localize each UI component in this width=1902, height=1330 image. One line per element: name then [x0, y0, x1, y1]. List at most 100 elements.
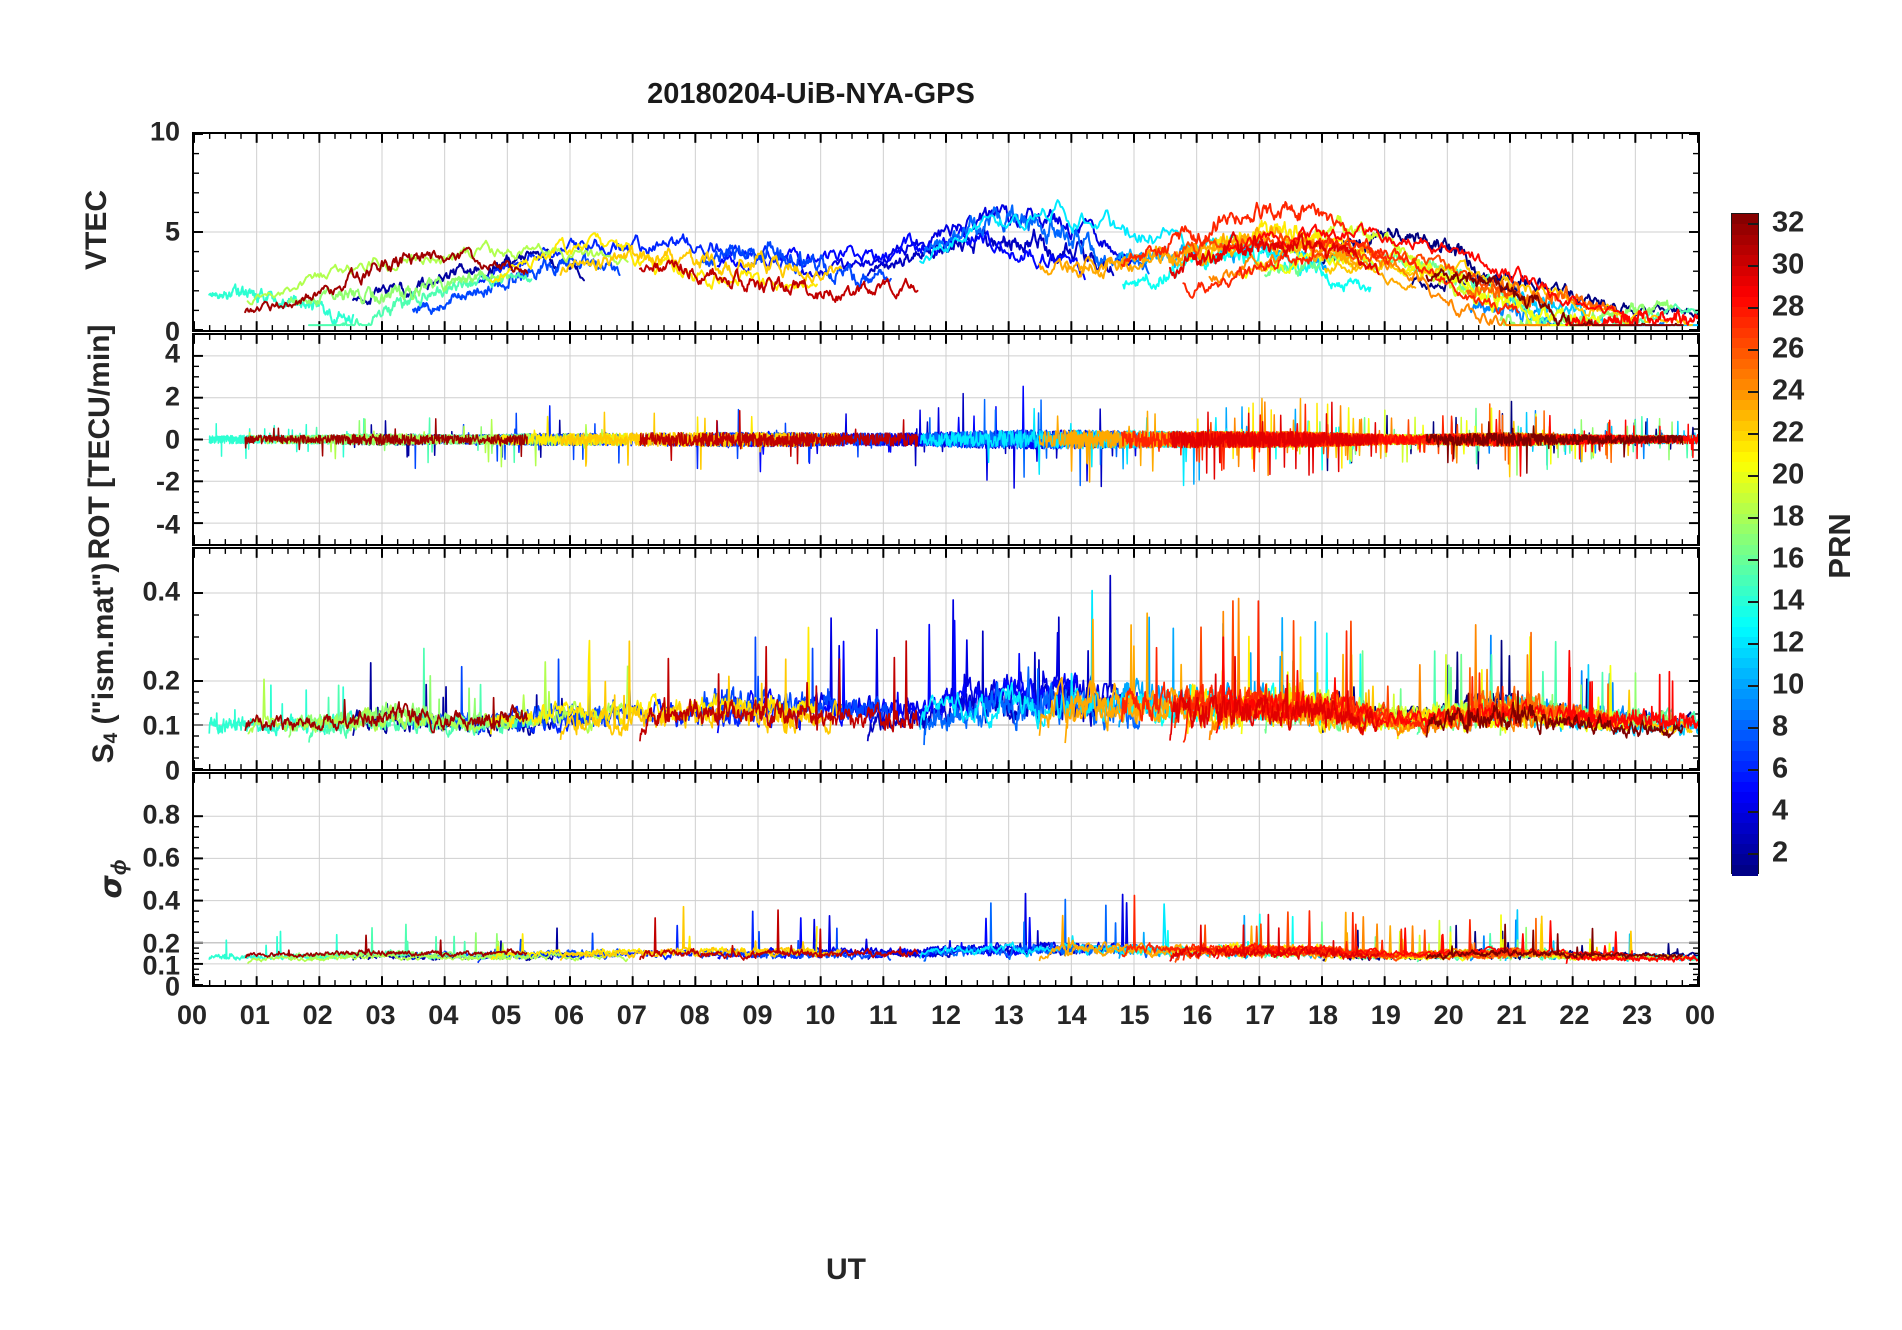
colorbar-tick-label: 16: [1772, 542, 1805, 575]
colorbar-segment: [1732, 565, 1758, 577]
colorbar-segment: [1732, 544, 1758, 556]
colorbar-segment: [1732, 792, 1758, 804]
colorbar-segment: [1732, 234, 1758, 246]
colorbar-tick-mark: [1748, 517, 1759, 520]
panel-sigma-phi: [192, 772, 1700, 987]
vtec-series-prn-32: [1425, 268, 1684, 327]
y-tick-label: 0.1: [142, 710, 180, 741]
colorbar-segment: [1732, 596, 1758, 608]
colorbar-segment: [1732, 813, 1758, 825]
sigma-phi-series-prn-8: [923, 898, 1150, 962]
colorbar-segment: [1732, 389, 1758, 401]
x-tick-label: 23: [1622, 1000, 1653, 1030]
y-tick-label: 4: [164, 338, 180, 369]
sigma-phi-series-prn-31: [244, 934, 528, 959]
colorbar-segment: [1732, 461, 1758, 474]
colorbar-segment: [1732, 286, 1758, 298]
colorbar-segment: [1732, 420, 1758, 432]
colorbar-segment: [1732, 523, 1758, 536]
rot-series-prn-31: [244, 418, 528, 458]
colorbar-tick-label: 4: [1772, 794, 1789, 827]
colorbar-segment: [1732, 482, 1758, 494]
series-group: [208, 574, 1698, 746]
colorbar-segment: [1732, 244, 1758, 257]
colorbar-segment: [1732, 647, 1758, 660]
y-tick-label: 0: [164, 971, 180, 1002]
s4-series-prn-7: [701, 636, 892, 727]
vtec-series-prn-5: [716, 226, 1086, 281]
sigma-phi-series-prn-30: [639, 909, 919, 961]
x-tick-label: 22: [1559, 1000, 1590, 1030]
colorbar-segment: [1732, 730, 1758, 742]
rot-series-prn-29: [1169, 401, 1380, 480]
colorbar-segment: [1732, 844, 1758, 856]
colorbar-segment: [1732, 782, 1758, 794]
colorbar-tick-label: 30: [1772, 248, 1805, 281]
s4-series-prn-32: [1425, 690, 1684, 739]
colorbar[interactable]: [1731, 213, 1759, 876]
colorbar-tick-mark: [1748, 349, 1759, 352]
colorbar-segment: [1732, 771, 1758, 784]
x-tick-label: 00: [176, 1000, 208, 1030]
sigma-phi-plot-area: [194, 774, 1698, 985]
colorbar-segment: [1732, 658, 1758, 670]
colorbar-segment: [1732, 399, 1758, 412]
series-group: [208, 385, 1698, 489]
page-title: 20180204-UiB-NYA-GPS: [647, 78, 975, 110]
colorbar-segment: [1732, 441, 1758, 453]
s4-series-prn-29: [1169, 655, 1380, 741]
rot-series-prn-5: [716, 385, 1086, 473]
colorbar-segment: [1732, 306, 1758, 319]
colorbar-tick-label: 24: [1772, 374, 1805, 407]
colorbar-segment: [1732, 864, 1758, 876]
axis-label-sigma-phi: σϕ: [94, 859, 131, 899]
colorbar-tick-label: 6: [1772, 752, 1789, 785]
x-tick-label: 16: [1182, 1000, 1213, 1030]
y-tick-label: 0.2: [142, 928, 180, 959]
s4-series-prn-30: [639, 640, 919, 742]
colorbar-segment: [1732, 534, 1758, 546]
colorbar-segment: [1732, 854, 1758, 866]
colorbar-tick-label: 28: [1772, 290, 1805, 323]
x-tick-label: 11: [868, 1000, 898, 1030]
colorbar-tick-label: 26: [1772, 332, 1805, 365]
colorbar-segment: [1732, 668, 1758, 680]
vtec-series-prn-18: [246, 239, 629, 306]
colorbar-segment: [1732, 410, 1758, 422]
colorbar-label-prn: PRN: [1822, 513, 1857, 579]
x-tick-label: 07: [616, 1000, 647, 1030]
colorbar-segment: [1732, 740, 1758, 753]
vtec-series-prn-31: [244, 246, 529, 314]
colorbar-segment: [1732, 296, 1758, 308]
vtec-series-prn-25: [1466, 279, 1617, 312]
colorbar-segment: [1732, 699, 1758, 711]
vtec-series-prn-28: [1215, 222, 1633, 324]
axis-label-ut: UT: [826, 1253, 866, 1286]
x-tick-label: 09: [742, 1000, 773, 1030]
colorbar-segment: [1732, 761, 1758, 773]
y-tick-label: 0: [164, 755, 180, 786]
vtec-plot-area: [194, 134, 1698, 330]
sigma-phi-series-prn-29: [1169, 913, 1380, 962]
x-tick-label: 05: [491, 1000, 522, 1030]
y-tick-label: 0.4: [142, 576, 180, 607]
y-tick-label: -4: [155, 509, 180, 540]
sigma-phi-series-prn-18: [246, 940, 629, 965]
colorbar-segment: [1732, 823, 1758, 835]
y-tick-label: 0: [164, 424, 180, 454]
y-tick-label: -2: [155, 466, 180, 497]
colorbar-segment: [1732, 337, 1758, 350]
colorbar-tick-label: 2: [1772, 836, 1789, 869]
x-tick-label: 20: [1433, 1000, 1464, 1030]
colorbar-segment: [1732, 255, 1758, 267]
colorbar-tick-mark: [1748, 307, 1759, 310]
colorbar-segment: [1732, 802, 1758, 815]
y-tick-label: 0.1: [142, 950, 180, 980]
colorbar-segment: [1732, 554, 1758, 567]
colorbar-tick-mark: [1748, 433, 1759, 436]
y-tick-label: 10: [149, 116, 180, 147]
x-tick-label: 00: [1684, 1000, 1716, 1030]
x-tick-label: 12: [930, 1000, 962, 1030]
colorbar-segment: [1732, 327, 1758, 339]
colorbar-tick-mark: [1748, 643, 1759, 646]
